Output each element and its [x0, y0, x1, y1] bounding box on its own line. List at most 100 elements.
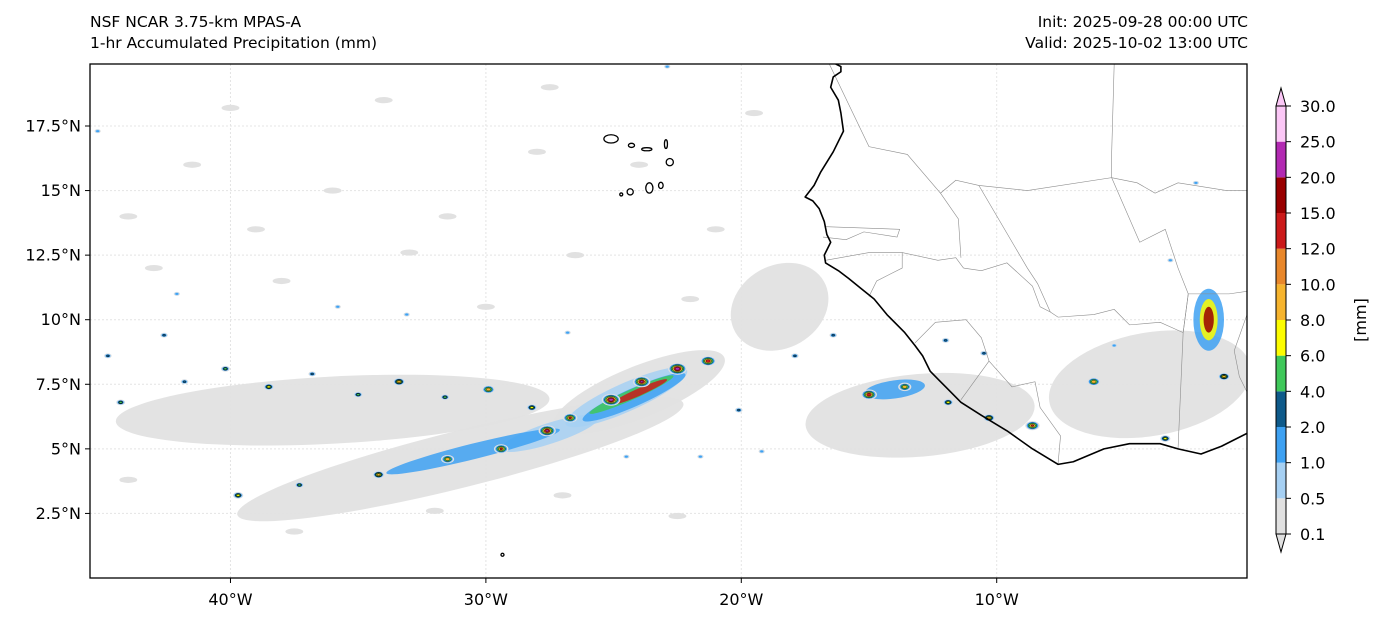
precip-cell [376, 473, 381, 476]
colorbar-bin [1276, 141, 1286, 178]
precip-cell [405, 313, 409, 316]
drizzle-patch [528, 148, 546, 155]
lon-tick-label: 20°W [719, 590, 763, 609]
country-border [978, 185, 1051, 313]
precip-cell [675, 367, 680, 371]
precip-cell [987, 416, 991, 419]
precip-cell [1112, 344, 1116, 347]
drizzle-patch [323, 187, 342, 194]
colorbar-tick-label: 2.0 [1300, 418, 1325, 437]
colorbar-bin [1276, 355, 1286, 392]
precip-cell [705, 359, 711, 363]
model-name: NSF NCAR 3.75-km MPAS-A [90, 13, 302, 31]
colorbar-tick-label: 1.0 [1300, 454, 1325, 473]
drizzle-patch [425, 507, 444, 514]
precip-cell [1222, 375, 1226, 378]
drizzle-patch [272, 277, 291, 285]
country-border [828, 64, 1115, 194]
country-border [825, 252, 964, 269]
coastline [500, 64, 1247, 557]
drizzle-patch [221, 104, 240, 112]
precip-cell [943, 339, 948, 342]
precip-cell [443, 396, 447, 399]
island [645, 182, 654, 194]
precip-cell [1194, 181, 1198, 184]
precip-cell [698, 455, 702, 458]
precip-cell [182, 380, 187, 383]
drizzle-patch [374, 97, 393, 104]
island [627, 142, 636, 149]
drizzle-patch [630, 161, 649, 168]
precip-cell [568, 416, 572, 419]
colorbar-bin [1276, 427, 1286, 463]
precip-cell [106, 354, 110, 358]
precip-cell [608, 398, 614, 402]
precip-cell [793, 354, 797, 358]
precip-cell [118, 401, 123, 404]
colorbar-bin [1276, 106, 1286, 142]
precip-cell [566, 331, 570, 334]
drizzle-patch [540, 84, 559, 91]
colorbar-tick-label: 4.0 [1300, 382, 1325, 401]
drizzle-patch [706, 226, 725, 233]
precip-cell [737, 408, 741, 412]
valid-time: Valid: 2025-10-02 13:00 UTC [1025, 34, 1248, 52]
precip-cell [223, 367, 228, 370]
precip-band [1203, 306, 1214, 333]
precip-cell [1030, 424, 1035, 427]
colorbar-tick-label: 0.1 [1300, 525, 1325, 544]
precip-band [611, 379, 668, 405]
colorbar-bin [1276, 177, 1286, 213]
precip-cell [445, 457, 450, 461]
field-name: 1-hr Accumulated Precipitation (mm) [90, 34, 377, 52]
chart-title-left: NSF NCAR 3.75-km MPAS-A 1-hr Accumulated… [90, 12, 377, 54]
country-border [1233, 291, 1247, 393]
precip-cell [236, 494, 240, 497]
precip-cell [665, 65, 669, 68]
precip-cell [902, 385, 908, 389]
precip-cell [1168, 259, 1172, 262]
precip-cell [175, 292, 179, 295]
precip-cell [982, 352, 986, 355]
lat-tick-label: 7.5°N [36, 375, 81, 394]
lat-tick-label: 15°N [41, 181, 81, 200]
colorbar-tick-label: 6.0 [1300, 347, 1325, 366]
precip-band [115, 374, 550, 446]
colorbar-bin [1276, 248, 1286, 285]
lat-tick-label: 5°N [51, 439, 81, 458]
colorbar-tick-label: 30.0 [1300, 97, 1336, 116]
precip-cell [624, 455, 628, 458]
colorbar-tick-label: 15.0 [1300, 204, 1336, 223]
lon-tick-label: 40°W [208, 590, 252, 609]
colorbar-bin [1276, 498, 1286, 534]
precip-cell [760, 450, 764, 453]
lon-tick-label: 30°W [464, 590, 508, 609]
drizzle-patch [247, 226, 265, 233]
colorbar-over-extension [1275, 86, 1287, 107]
precip-cell [297, 483, 302, 487]
drizzle-patch [668, 512, 687, 520]
island [619, 192, 624, 197]
colorbar-bin [1276, 284, 1286, 320]
drizzle-patch [566, 252, 585, 259]
drizzle-patch [119, 476, 138, 483]
colorbar-tick-label: 10.0 [1300, 275, 1336, 294]
precip-cell [499, 447, 503, 450]
country-border [1111, 177, 1189, 294]
precip-cell [1163, 437, 1167, 440]
precip-band [1048, 330, 1247, 439]
colorbar-tick-label: 8.0 [1300, 311, 1325, 330]
drizzle-patch [553, 492, 572, 499]
precip-cell [486, 387, 491, 392]
country-border [1177, 293, 1189, 449]
precip-cell [545, 429, 549, 432]
precip-band [730, 262, 829, 351]
country-border [1111, 177, 1247, 194]
lat-tick-label: 12.5°N [25, 246, 81, 265]
island [603, 134, 619, 144]
colorbar-bin [1276, 213, 1286, 249]
country-border [868, 252, 903, 297]
latitude-axis: 2.5°N 5°N 7.5°N 10°N 12.5°N 15°N 17.5°N [25, 116, 90, 523]
island [641, 147, 653, 152]
lon-tick-label: 10°W [975, 590, 1019, 609]
